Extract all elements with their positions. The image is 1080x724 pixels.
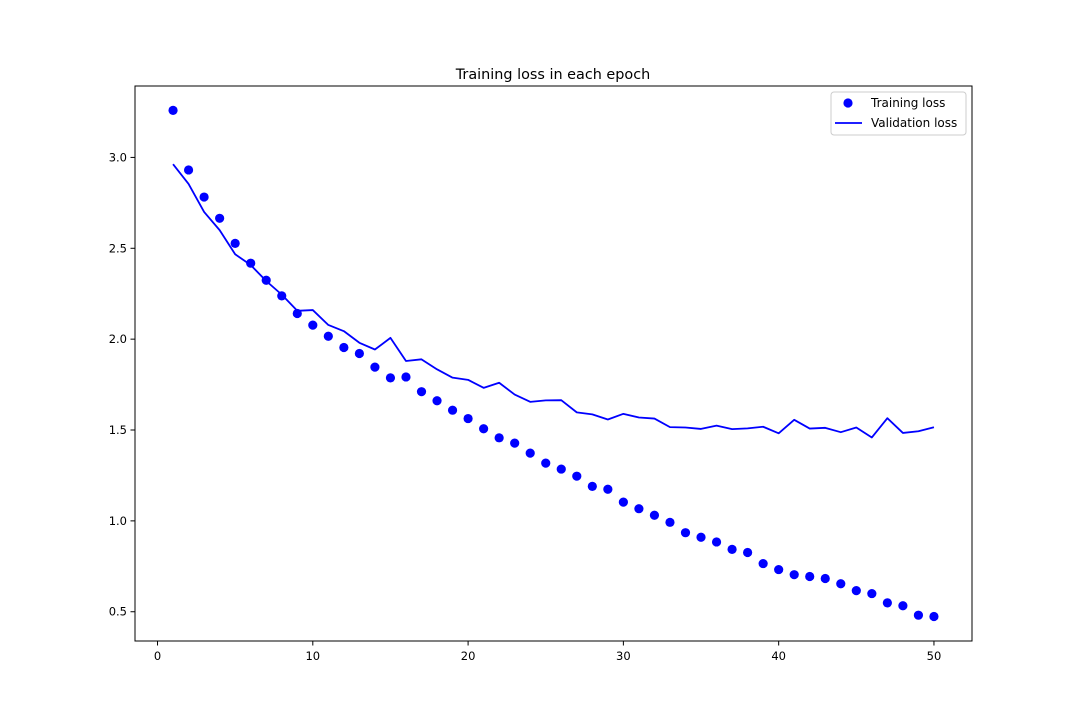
data-point [323,331,333,341]
data-point [432,396,442,406]
y-tick-label: 2.5 [109,241,127,255]
y-tick-label: 1.0 [109,514,127,528]
data-point [867,588,877,599]
plot-layer [168,105,939,622]
data-point [774,564,784,575]
data-point [898,601,908,611]
data-point [727,544,737,555]
y-tick-label: 0.5 [109,605,127,619]
data-point [416,387,427,397]
data-point [510,438,520,448]
data-point [789,570,799,580]
data-point [370,362,380,372]
data-point [929,611,939,622]
data-point [168,105,178,115]
data-point [215,213,225,223]
series-points-training-loss [168,105,939,622]
data-point [634,504,644,514]
data-point [603,484,613,494]
data-point [479,424,489,434]
data-point [183,165,194,175]
data-point [572,471,582,481]
data-point [696,532,706,542]
data-point [618,497,628,507]
legend-label: Training loss [870,96,945,110]
data-point [230,238,240,248]
x-tick-label: 50 [927,649,942,663]
data-point [541,458,551,468]
data-point [649,510,660,520]
data-point [820,573,830,584]
axes-frame [134,85,973,642]
chart-title: Training loss in each epoch [455,67,651,83]
data-point [913,610,924,620]
data-point [836,579,846,589]
legend-label: Validation loss [871,116,957,130]
data-point [556,464,566,474]
data-point [743,547,753,558]
x-tick-label: 10 [305,649,320,663]
data-point [199,192,209,202]
data-point [447,405,458,415]
legend-box [830,91,967,136]
data-point [758,558,768,569]
data-point [587,481,597,491]
data-point [665,517,675,527]
legend: Training loss Validation loss [830,91,967,136]
data-point [246,258,256,268]
y-tick-label: 3.0 [109,150,127,164]
data-point [308,320,318,330]
data-point [805,571,815,582]
data-point [385,373,396,383]
data-point [851,586,861,596]
data-point [463,413,473,424]
data-point [401,372,411,382]
y-tick-label: 1.5 [109,423,127,437]
data-point [882,598,892,608]
series-line-validation-loss [172,163,935,439]
legend-point-marker [843,98,853,108]
x-tick-label: 30 [616,649,631,663]
data-point [494,433,504,443]
data-point [354,348,364,359]
x-tick-label: 0 [154,649,161,663]
y-tick-label: 2.0 [109,332,127,346]
data-point [525,448,535,458]
data-point [339,342,349,353]
x-tick-label: 40 [771,649,786,663]
axes-layer: 0 10 20 30 40 50 0.5 1.0 1.5 2.0 2.5 3.0 [109,85,973,663]
data-point [680,528,691,538]
x-tick-label: 20 [461,649,476,663]
data-point [711,537,722,547]
